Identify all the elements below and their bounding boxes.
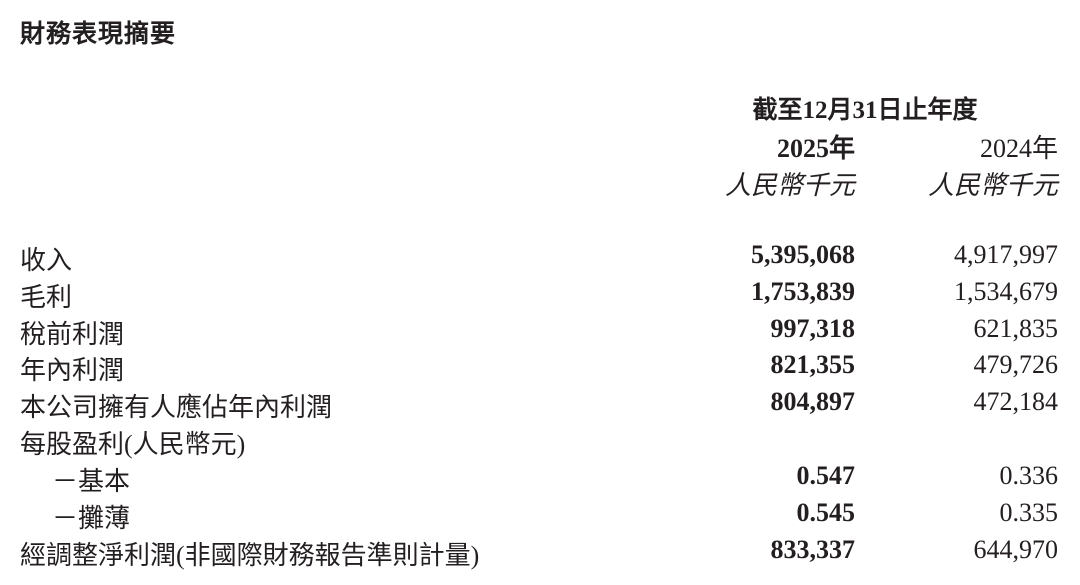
unit-2025-header: 人民幣千元 <box>724 171 855 200</box>
value-2024: 472,184 <box>973 387 1059 416</box>
value-2024: 644,970 <box>973 535 1059 564</box>
value-2024: 0.335 <box>999 498 1059 527</box>
value-2025: 997,318 <box>770 314 856 343</box>
value-2024: 479,726 <box>973 350 1059 379</box>
value-2025: 0.547 <box>796 461 856 490</box>
value-2024: 1,534,679 <box>954 277 1058 306</box>
table-row: 年內利潤 821,355 479,726 <box>0 350 1080 387</box>
value-2024: 621,835 <box>973 314 1059 343</box>
row-label: 經調整淨利潤(非國際財務報告準則計量) <box>20 541 480 570</box>
period-header: 截至12月31日止年度 <box>752 97 978 124</box>
row-label: 年內利潤 <box>20 356 125 385</box>
year-2024-header: 2024年 <box>979 134 1058 163</box>
table-row: 經調整淨利潤(非國際財務報告準則計量) 833,337 644,970 <box>0 535 1080 572</box>
row-label: 每股盈利(人民幣元) <box>20 430 246 459</box>
row-label: 毛利 <box>20 283 73 312</box>
row-label: 收入 <box>20 246 73 275</box>
table-row: －基本 0.547 0.336 <box>0 461 1080 498</box>
table-row: －攤薄 0.545 0.335 <box>0 498 1080 535</box>
table-row: 收入 5,395,068 4,917,997 <box>0 240 1080 277</box>
table-row: 毛利 1,753,839 1,534,679 <box>0 277 1080 314</box>
value-2025: 5,395,068 <box>751 240 855 269</box>
page-title: 財務表現摘要 <box>20 19 177 48</box>
year-2025-header: 2025年 <box>776 134 855 163</box>
row-label: －基本 <box>52 467 131 496</box>
value-2025: 821,355 <box>770 350 856 379</box>
value-2025: 833,337 <box>770 535 856 564</box>
value-2024: 4,917,997 <box>954 240 1058 269</box>
value-2025: 1,753,839 <box>751 277 855 306</box>
row-label: －攤薄 <box>52 504 131 533</box>
unit-2024-header: 人民幣千元 <box>927 171 1058 200</box>
value-2025: 0.545 <box>796 498 856 527</box>
value-2024: 0.336 <box>999 461 1059 490</box>
value-2025: 804,897 <box>770 387 856 416</box>
row-label: 本公司擁有人應佔年內利潤 <box>20 393 333 422</box>
table-row: 稅前利潤 997,318 621,835 <box>0 314 1080 351</box>
table-row: 每股盈利(人民幣元) <box>0 424 1080 461</box>
row-label: 稅前利潤 <box>20 320 125 349</box>
table-row: 本公司擁有人應佔年內利潤 804,897 472,184 <box>0 387 1080 424</box>
